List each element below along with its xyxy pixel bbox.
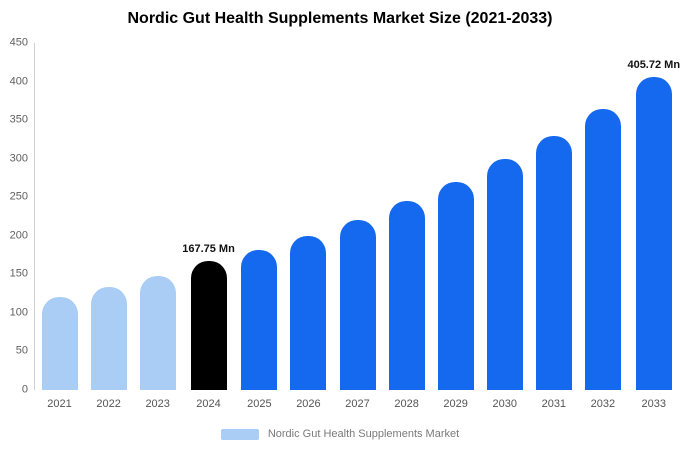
plot-area: 0 50 100 150 200 250 300 350 400 450 2021 2022 2023… [10, 37, 680, 410]
bar-2029 [437, 181, 474, 390]
bar-2032 [584, 109, 621, 390]
bar-2027 [339, 220, 376, 390]
y-axis-tick-label: 400 [9, 75, 28, 88]
bar-2023 [139, 275, 176, 390]
x-axis-label-2030: 2030 [492, 398, 517, 410]
y-axis-tick-label: 450 [9, 36, 28, 49]
chart-title: Nordic Gut Health Supplements Market Siz… [127, 10, 553, 27]
bar-value-label: 405.72 Mn [627, 59, 680, 72]
x-axis-label-2028: 2028 [394, 398, 419, 410]
x-axis-label-2024: 2024 [196, 398, 221, 410]
bar-slot-2029: 2029 [431, 43, 480, 410]
legend: Nordic Gut Health Supplements Market [0, 428, 680, 440]
y-axis-tick-label: 50 [15, 344, 28, 357]
bar-slot-2026: 2026 [284, 43, 333, 410]
bar-slot-2022: 2022 [84, 43, 133, 410]
bar-slot-2031: 2031 [529, 43, 578, 410]
bar-2022 [90, 287, 127, 390]
bar-slot-2025: 2025 [235, 43, 284, 410]
bar-series: 2021 2022 2023 167.75 Mn 2024 2025 2026 2027 202… [35, 43, 680, 410]
bar-slot-2028: 2028 [382, 43, 431, 410]
bar-slot-2030: 2030 [480, 43, 529, 410]
bar-2033 [635, 77, 672, 390]
bar-slot-2027: 2027 [333, 43, 382, 410]
y-axis-tick-label: 100 [9, 306, 28, 319]
bar-2030 [486, 159, 523, 390]
x-axis-label-2027: 2027 [345, 398, 370, 410]
x-axis-label-2021: 2021 [47, 398, 72, 410]
y-axis-tick-label: 200 [9, 229, 28, 242]
y-axis-tick-label: 0 [21, 383, 28, 396]
x-axis-label-2032: 2032 [590, 398, 616, 410]
bar-value-label: 167.75 Mn [182, 242, 235, 255]
x-axis-label-2025: 2025 [247, 398, 272, 410]
bar-2024 [190, 260, 227, 390]
bar-slot-2023: 2023 [133, 43, 182, 410]
y-axis-tick-label: 300 [9, 152, 28, 165]
y-axis-tick-label: 350 [9, 113, 28, 126]
x-axis-label-2033: 2033 [641, 398, 666, 410]
bar-slot-2032: 2032 [578, 43, 627, 410]
x-axis-label-2026: 2026 [296, 398, 321, 410]
bar-2021 [41, 297, 78, 390]
legend-swatch [220, 428, 259, 440]
bar-slot-2024: 167.75 Mn 2024 [182, 43, 235, 410]
x-axis-label-2023: 2023 [145, 398, 170, 410]
x-axis-label-2029: 2029 [443, 398, 468, 410]
y-axis-tick-label: 150 [9, 267, 28, 280]
bar-slot-2021: 2021 [35, 43, 84, 410]
x-axis-label-2022: 2022 [96, 398, 121, 410]
bar-slot-2033: 405.72 Mn 2033 [627, 43, 680, 410]
y-axis: 0 50 100 150 200 250 300 350 400 450 [10, 37, 680, 395]
bar-2026 [290, 235, 327, 390]
y-axis-tick-label: 250 [9, 190, 28, 203]
bar-2028 [388, 201, 425, 390]
legend-label: Nordic Gut Health Supplements Market [267, 428, 460, 440]
x-axis-label-2031: 2031 [541, 398, 567, 410]
bar-2025 [241, 250, 278, 390]
bar-2031 [535, 136, 572, 390]
